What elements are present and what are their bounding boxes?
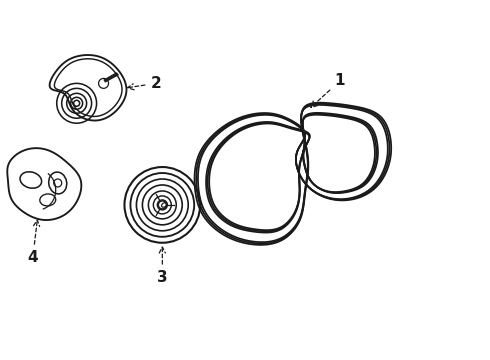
Text: 4: 4 <box>27 220 40 265</box>
Text: 2: 2 <box>127 76 161 91</box>
Circle shape <box>158 201 166 209</box>
Text: 3: 3 <box>157 247 168 285</box>
Text: 1: 1 <box>311 73 345 107</box>
